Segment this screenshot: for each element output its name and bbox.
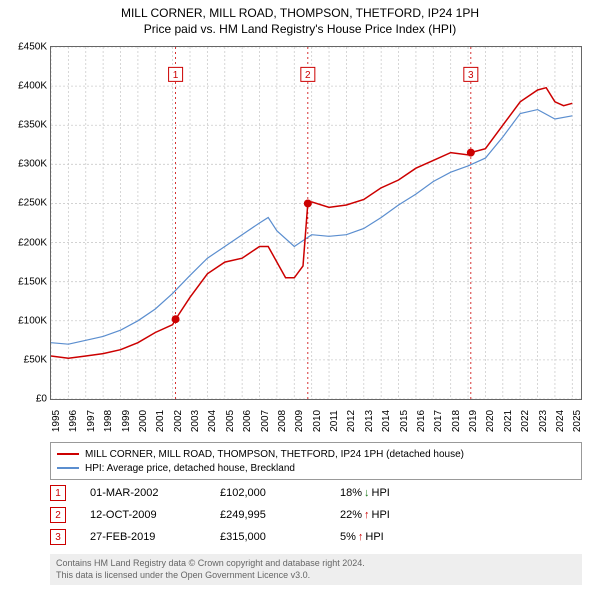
x-axis-label: 1997: [86, 410, 97, 432]
x-axis-label: 2024: [555, 410, 566, 432]
x-axis-label: 1995: [51, 410, 62, 432]
sale-price: £102,000: [220, 487, 340, 499]
sale-diff-suffix: HPI: [372, 509, 390, 521]
chart-container: MILL CORNER, MILL ROAD, THOMPSON, THETFO…: [0, 0, 600, 590]
sale-date: 27-FEB-2019: [90, 531, 220, 543]
x-axis-label: 2014: [381, 410, 392, 432]
x-axis-label: 2022: [520, 410, 531, 432]
x-axis-label: 2004: [207, 410, 218, 432]
sale-price: £249,995: [220, 509, 340, 521]
sale-diff-pct: 5%: [340, 531, 356, 543]
x-axis-label: 2010: [312, 410, 323, 432]
sale-date: 12-OCT-2009: [90, 509, 220, 521]
x-axis-label: 2007: [260, 410, 271, 432]
footer-attribution: Contains HM Land Registry data © Crown c…: [50, 554, 582, 585]
sale-diff: 18% ↓ HPI: [340, 487, 460, 499]
sale-marker-box: 3: [50, 529, 66, 545]
sale-diff: 5% ↑ HPI: [340, 531, 460, 543]
sale-row: 2 12-OCT-2009£249,99522% ↑ HPI: [50, 504, 582, 526]
footer-line-1: Contains HM Land Registry data © Crown c…: [56, 558, 576, 570]
y-axis-label: £100K: [18, 315, 47, 326]
y-axis-label: £450K: [18, 42, 47, 53]
sale-diff-suffix: HPI: [372, 487, 390, 499]
x-axis-label: 2012: [346, 410, 357, 432]
sale-diff-pct: 18%: [340, 487, 362, 499]
x-axis-label: 2006: [242, 410, 253, 432]
x-axis-label: 2008: [277, 410, 288, 432]
legend-label: MILL CORNER, MILL ROAD, THOMPSON, THETFO…: [85, 449, 464, 460]
y-axis-label: £50K: [24, 354, 47, 365]
sale-diff: 22% ↑ HPI: [340, 509, 460, 521]
x-axis-label: 2016: [416, 410, 427, 432]
y-axis-label: £400K: [18, 81, 47, 92]
sale-date: 01-MAR-2002: [90, 487, 220, 499]
y-axis-label: £200K: [18, 237, 47, 248]
chart-title-subtitle: Price paid vs. HM Land Registry's House …: [0, 22, 600, 36]
x-axis-label: 2020: [485, 410, 496, 432]
y-axis-label: £150K: [18, 276, 47, 287]
x-axis-label: 2000: [138, 410, 149, 432]
x-axis-label: 2017: [433, 410, 444, 432]
x-axis-label: 2015: [399, 410, 410, 432]
legend-label: HPI: Average price, detached house, Brec…: [85, 463, 295, 474]
x-axis-label: 2009: [294, 410, 305, 432]
x-axis-label: 1998: [103, 410, 114, 432]
x-axis-label: 2003: [190, 410, 201, 432]
y-axis-label: £350K: [18, 120, 47, 131]
y-axis-label: £0: [36, 394, 47, 405]
legend: MILL CORNER, MILL ROAD, THOMPSON, THETFO…: [50, 442, 582, 480]
x-axis-label: 2005: [225, 410, 236, 432]
svg-text:1: 1: [173, 70, 179, 81]
sale-diff-suffix: HPI: [365, 531, 383, 543]
x-axis-label: 2013: [364, 410, 375, 432]
y-axis-label: £250K: [18, 198, 47, 209]
sale-marker-box: 1: [50, 485, 66, 501]
x-axis-label: 2019: [468, 410, 479, 432]
svg-text:2: 2: [305, 70, 311, 81]
chart-title-address: MILL CORNER, MILL ROAD, THOMPSON, THETFO…: [0, 6, 600, 20]
x-axis-label: 1999: [121, 410, 132, 432]
x-axis-label: 2025: [572, 410, 583, 432]
x-axis-label: 2021: [503, 410, 514, 432]
y-axis-label: £300K: [18, 159, 47, 170]
arrow-icon: ↑: [358, 531, 364, 543]
x-axis-label: 1996: [68, 410, 79, 432]
sale-marker-box: 2: [50, 507, 66, 523]
arrow-icon: ↑: [364, 509, 370, 521]
sale-price: £315,000: [220, 531, 340, 543]
x-axis-label: 2011: [329, 410, 340, 432]
chart-titles: MILL CORNER, MILL ROAD, THOMPSON, THETFO…: [0, 0, 600, 36]
legend-item: MILL CORNER, MILL ROAD, THOMPSON, THETFO…: [57, 447, 575, 461]
sales-table: 1 01-MAR-2002£102,00018% ↓ HPI 2 12-OCT-200…: [50, 482, 582, 548]
arrow-icon: ↓: [364, 487, 370, 499]
x-axis-label: 2018: [451, 410, 462, 432]
legend-swatch: [57, 467, 79, 469]
x-axis-label: 2023: [538, 410, 549, 432]
plot-svg: 1 2 3: [51, 47, 581, 399]
footer-line-2: This data is licensed under the Open Gov…: [56, 570, 576, 582]
legend-swatch: [57, 453, 79, 455]
x-axis-label: 2002: [173, 410, 184, 432]
svg-text:3: 3: [468, 70, 474, 81]
x-axis-label: 2001: [155, 410, 166, 432]
plot-area: 123 £0£50K£100K£150K£200K£250K£300K£350K…: [50, 46, 582, 400]
sale-row: 1 01-MAR-2002£102,00018% ↓ HPI: [50, 482, 582, 504]
sale-diff-pct: 22%: [340, 509, 362, 521]
legend-item: HPI: Average price, detached house, Brec…: [57, 461, 575, 475]
sale-row: 3 27-FEB-2019£315,0005% ↑ HPI: [50, 526, 582, 548]
